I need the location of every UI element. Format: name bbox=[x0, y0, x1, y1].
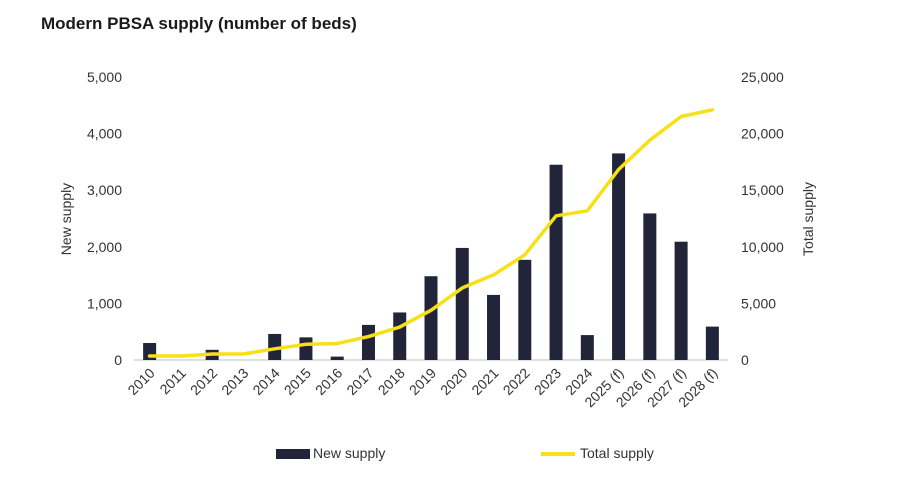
right-axis-ticks: 0 5,000 10,000 15,000 20,000 25,000 bbox=[741, 69, 784, 368]
bar-new-supply bbox=[674, 241, 688, 360]
x-tick-label: 2011 bbox=[156, 365, 189, 398]
y2-tick-label: 15,000 bbox=[741, 182, 784, 198]
bar-new-supply bbox=[393, 312, 407, 360]
legend-swatch-new-supply bbox=[276, 449, 310, 459]
y2-tick-label: 0 bbox=[741, 352, 749, 368]
x-tick-label: 2010 bbox=[124, 365, 157, 398]
y-tick-label: 1,000 bbox=[87, 295, 122, 311]
x-tick-label: 2017 bbox=[343, 365, 376, 398]
x-tick-label: 2021 bbox=[468, 365, 501, 398]
total-supply-line bbox=[147, 108, 715, 358]
new-supply-bars bbox=[143, 153, 719, 360]
bar-new-supply bbox=[487, 294, 501, 360]
legend-label-new-supply: New supply bbox=[313, 445, 385, 461]
bar-new-supply bbox=[268, 333, 282, 360]
bar-new-supply bbox=[612, 153, 626, 360]
y-tick-label: 4,000 bbox=[87, 126, 122, 142]
legend: New supply Total supply bbox=[276, 445, 654, 461]
y-tick-label: 2,000 bbox=[87, 239, 122, 255]
x-tick-label: 2023 bbox=[531, 365, 564, 398]
bar-new-supply bbox=[580, 335, 594, 360]
bar-new-supply bbox=[330, 356, 344, 360]
bar-new-supply bbox=[549, 164, 563, 360]
x-tick-label: 2020 bbox=[437, 365, 470, 398]
y-tick-label: 5,000 bbox=[87, 69, 122, 85]
x-tick-label: 2018 bbox=[375, 365, 408, 398]
y2-tick-label: 10,000 bbox=[741, 239, 784, 255]
legend-label-total-supply: Total supply bbox=[580, 445, 654, 461]
bar-new-supply bbox=[518, 259, 532, 360]
bar-new-supply bbox=[361, 324, 375, 360]
x-tick-label: 2022 bbox=[500, 365, 533, 398]
x-axis-ticks: 2010201120122013201420152016201720182019… bbox=[124, 365, 720, 411]
bar-new-supply bbox=[705, 326, 719, 360]
y2-tick-label: 20,000 bbox=[741, 126, 784, 142]
bar-new-supply bbox=[299, 337, 313, 360]
x-tick-label: 2012 bbox=[187, 365, 220, 398]
x-tick-label: 2016 bbox=[312, 365, 345, 398]
y-axis-title: New supply bbox=[58, 183, 74, 255]
y2-axis-title: Total supply bbox=[800, 182, 816, 256]
y2-tick-label: 5,000 bbox=[741, 295, 776, 311]
left-axis-ticks: 0 1,000 2,000 3,000 4,000 5,000 bbox=[87, 69, 122, 368]
x-tick-label: 2014 bbox=[249, 365, 282, 398]
y-tick-label: 0 bbox=[114, 352, 122, 368]
y-tick-label: 3,000 bbox=[87, 182, 122, 198]
bar-new-supply bbox=[643, 213, 657, 360]
bar-new-supply bbox=[455, 247, 469, 360]
x-tick-label: 2019 bbox=[406, 365, 439, 398]
chart-title: Modern PBSA supply (number of beds) bbox=[41, 14, 357, 33]
x-tick-label: 2013 bbox=[218, 365, 251, 398]
bar-new-supply bbox=[424, 276, 438, 360]
y2-tick-label: 25,000 bbox=[741, 69, 784, 85]
x-tick-label: 2015 bbox=[281, 365, 314, 398]
